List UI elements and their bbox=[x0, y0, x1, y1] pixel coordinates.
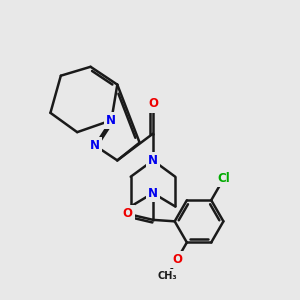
Text: O: O bbox=[148, 98, 158, 110]
Text: O: O bbox=[172, 253, 182, 266]
Text: CH₃: CH₃ bbox=[158, 271, 177, 281]
Text: O: O bbox=[123, 207, 133, 220]
Text: N: N bbox=[148, 154, 158, 167]
Text: N: N bbox=[148, 187, 158, 200]
Text: N: N bbox=[90, 139, 100, 152]
Text: N: N bbox=[106, 114, 116, 127]
Text: Cl: Cl bbox=[218, 172, 230, 185]
